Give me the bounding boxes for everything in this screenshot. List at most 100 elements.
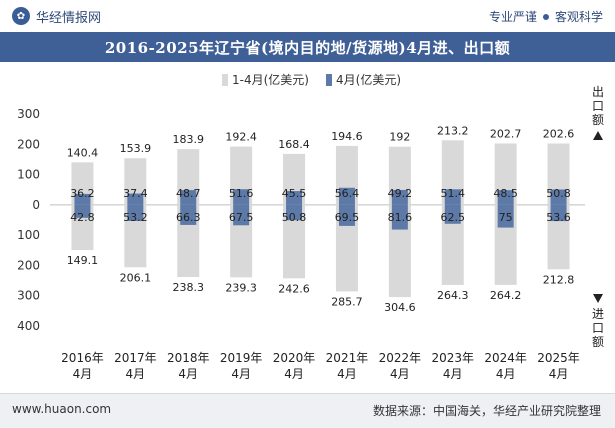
- bar-monthly-export: [444, 189, 461, 205]
- side-label-export-char: 额: [592, 113, 604, 127]
- x-tick-label-month: 4月: [443, 367, 463, 381]
- x-tick-label-month: 4月: [73, 367, 93, 381]
- y-tick-label: 400: [17, 319, 40, 333]
- y-tick-label: 300: [17, 107, 40, 121]
- footer-website: www.huaon.com: [12, 402, 112, 416]
- brand-name: 华经情报网: [36, 10, 102, 26]
- label-cumulative-import: 238.3: [173, 281, 205, 294]
- label-cumulative-import: 239.3: [225, 281, 257, 294]
- y-tick-label: 100: [17, 168, 40, 182]
- legend-swatch-monthly: [326, 74, 332, 86]
- x-tick-label-year: 2021年: [326, 351, 369, 365]
- label-monthly-import: 53.2: [123, 211, 148, 224]
- label-monthly-import: 69.5: [335, 211, 360, 224]
- label-cumulative-import: 304.6: [384, 301, 416, 314]
- chart: 300 200 100 0 100 200 300 400 1-4月(亿美元) 4月(亿美元) 14…: [17, 72, 604, 381]
- x-tick-label-year: 2025年: [537, 351, 580, 365]
- label-monthly-export: 48.7: [176, 187, 201, 200]
- x-tick-label-month: 4月: [390, 367, 410, 381]
- x-tick-label-year: 2023年: [431, 351, 474, 365]
- y-tick-label: 200: [17, 258, 40, 272]
- arrow-down-icon: [593, 294, 603, 303]
- label-cumulative-import: 212.8: [543, 273, 575, 286]
- bar-monthly-export: [127, 193, 144, 205]
- bar-monthly-export: [233, 189, 250, 205]
- x-tick-label-year: 2019年: [220, 351, 263, 365]
- label-cumulative-export: 183.9: [173, 133, 205, 146]
- label-cumulative-export: 213.2: [437, 124, 469, 137]
- bar-monthly-import: [391, 204, 408, 230]
- bar-monthly-import: [74, 204, 91, 218]
- x-tick-label-year: 2018年: [167, 351, 210, 365]
- bar-monthly-import: [550, 204, 567, 222]
- y-tick-label: 0: [32, 198, 40, 212]
- footer: www.huaon.com 数据来源：中国海关，华经产业研究院整理: [0, 393, 615, 428]
- x-tick-label-month: 4月: [549, 367, 569, 381]
- bar-monthly-export: [180, 190, 197, 205]
- bar-monthly-export: [338, 187, 355, 205]
- label-cumulative-export: 140.4: [67, 146, 99, 159]
- bullet-icon: [542, 13, 549, 20]
- label-monthly-import: 62.5: [441, 211, 466, 224]
- label-cumulative-export: 202.7: [490, 127, 522, 140]
- x-tick-label-month: 4月: [284, 367, 304, 381]
- bar-cumulative-export: [441, 140, 464, 205]
- label-cumulative-import: 264.2: [490, 289, 522, 302]
- label-monthly-export: 50.8: [546, 187, 571, 200]
- label-monthly-export: 51.4: [441, 187, 466, 200]
- y-tick-label: 200: [17, 137, 40, 151]
- bar-monthly-import: [233, 204, 250, 226]
- bar-monthly-export: [74, 193, 91, 205]
- side-label-import-char: 额: [592, 335, 604, 349]
- x-tick-label-month: 4月: [231, 367, 251, 381]
- side-label-import-char: 口: [592, 321, 604, 335]
- bar-monthly-import: [497, 204, 514, 228]
- label-cumulative-export: 153.9: [120, 142, 152, 155]
- bar-monthly-import: [444, 204, 461, 224]
- bar-cumulative-export: [494, 143, 517, 205]
- bar-cumulative-import: [335, 204, 358, 292]
- slogan-right: 客观科学: [554, 10, 603, 24]
- y-tick-label: 300: [17, 289, 40, 303]
- bar-monthly-import: [180, 204, 197, 225]
- bar-cumulative-import: [283, 204, 306, 279]
- bar-monthly-import: [127, 204, 144, 221]
- x-tick-label-year: 2022年: [379, 351, 422, 365]
- label-cumulative-export: 202.6: [543, 127, 575, 140]
- x-tick-label-year: 2020年: [273, 351, 316, 365]
- label-monthly-import: 53.6: [546, 211, 571, 224]
- x-tick-label-year: 2024年: [484, 351, 527, 365]
- label-monthly-import: 67.5: [229, 211, 254, 224]
- label-cumulative-import: 206.1: [120, 271, 152, 284]
- label-monthly-export: 45.5: [282, 187, 307, 200]
- label-monthly-export: 56.4: [335, 187, 360, 200]
- label-monthly-import: 66.3: [176, 211, 201, 224]
- slogan-left: 专业严谨: [488, 10, 537, 24]
- chart-title: 2016-2025年辽宁省(境内目的地/货源地)4月进、出口额: [104, 38, 511, 57]
- bar-cumulative-export: [124, 158, 147, 205]
- label-monthly-export: 51.6: [229, 187, 254, 200]
- brand: ✿ 华经情报网: [12, 7, 102, 26]
- side-label-export-char: 口: [592, 99, 604, 113]
- bar-monthly-export: [550, 189, 567, 205]
- x-tick-label-month: 4月: [337, 367, 357, 381]
- label-monthly-export: 36.2: [70, 187, 95, 200]
- bar-monthly-export: [391, 189, 408, 205]
- y-tick-label: 100: [17, 228, 40, 242]
- legend-swatch-cumulative: [222, 74, 228, 86]
- footer-source: 数据来源：中国海关，华经产业研究院整理: [372, 404, 601, 418]
- top-bar: ✿ 华经情报网 专业严谨 客观科学: [0, 0, 615, 32]
- label-monthly-import: 50.8: [282, 211, 307, 224]
- x-tick-label-month: 4月: [178, 367, 198, 381]
- bar-monthly-import: [338, 204, 355, 226]
- label-monthly-import: 75: [499, 211, 513, 224]
- label-cumulative-import: 285.7: [331, 295, 363, 308]
- label-monthly-export: 37.4: [123, 187, 148, 200]
- label-cumulative-export: 192: [389, 131, 410, 144]
- arrow-up-icon: [593, 131, 603, 140]
- label-cumulative-export: 194.6: [331, 130, 363, 143]
- x-tick-label-year: 2016年: [61, 351, 104, 365]
- x-tick-label-month: 4月: [496, 367, 516, 381]
- label-cumulative-export: 192.4: [225, 131, 257, 144]
- slogan: 专业严谨 客观科学: [489, 8, 603, 25]
